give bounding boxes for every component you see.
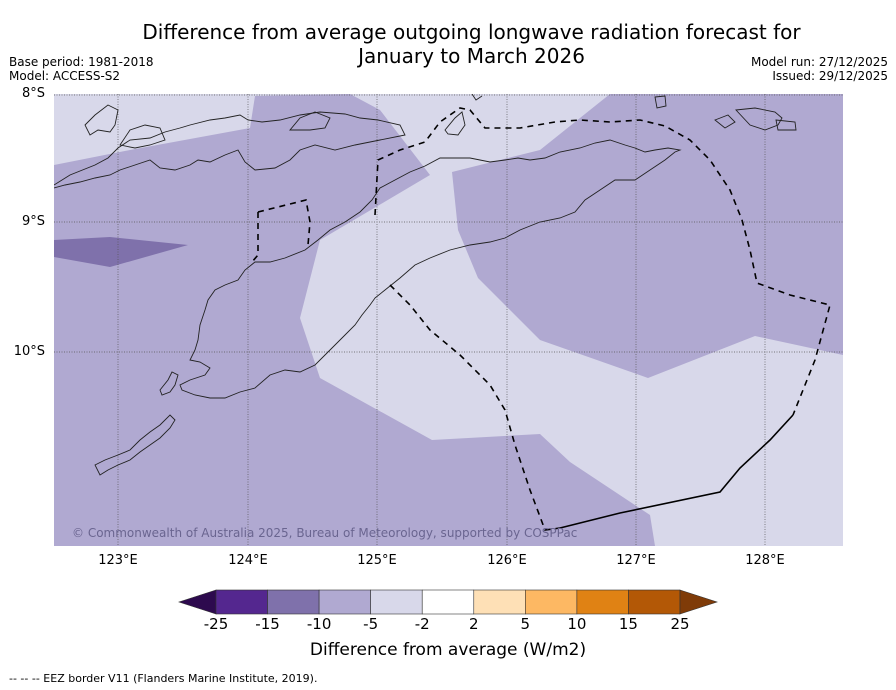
eez-footnote: -- -- -- EEZ border V11 (Flanders Marine… [9,672,318,685]
graticule [54,94,843,546]
lat-label-8s: 8°S [21,86,45,101]
title-line-2: January to March 2026 [358,44,585,68]
colorbar-segment [370,589,423,615]
colorbar-extend-low [178,589,217,615]
coast-alor [289,111,331,131]
lon-label-128e: 128°E [745,553,785,568]
lon-label-125e: 125°E [357,553,397,568]
anomaly-region-strong [54,237,188,267]
eez-border-north [374,107,831,416]
base-period: Base period: 1981-2018 [9,55,154,69]
colorbar-segment [628,589,681,615]
anomaly-region-east [452,94,843,378]
eez-border-south [389,284,561,531]
colorbar-tick-label: 25 [670,615,690,633]
coast-rote-island [94,414,176,476]
colorbar-tick-label: -2 [414,615,430,633]
coast-wetar [471,94,483,101]
issued-date: Issued: 29/12/2025 [772,69,888,83]
colorbar-tick-label: -5 [363,615,379,633]
coast-small-1 [444,111,466,136]
eez-border-west-2 [251,212,259,263]
coast-island-north-2 [119,124,166,149]
lat-label-10s: 10°S [13,344,45,359]
coast-island-north-1 [84,104,119,136]
eez-border-west [257,199,311,246]
colorbar-tick-label: -10 [306,615,332,633]
lon-label-123e: 123°E [98,553,138,568]
chart-title: Difference from average outgoing longwav… [0,20,896,68]
lat-label-9s: 9°S [21,214,45,229]
meta-left: Base period: 1981-2018 Model: ACCESS-S2 [9,55,154,83]
colorbar-segment [525,589,578,615]
colorbar-tick-label: 5 [520,615,531,633]
colorbar-segment [267,589,320,615]
colorbar-segment [318,589,371,615]
coast-island-east-2 [714,114,736,129]
coast-flores-alor [54,111,406,189]
model-name: Model: ACCESS-S2 [9,69,121,83]
lon-label-127e: 127°E [616,553,656,568]
colorbar-extend-high [679,589,718,615]
coastlines [54,94,797,476]
colorbar-segment [473,589,526,615]
colorbar-segment [421,589,475,615]
lon-label-126e: 126°E [487,553,527,568]
colorbar-segment [215,589,268,615]
colorbar-tick-label: -25 [203,615,229,633]
coast-island-east-1 [654,95,667,109]
colorbar [178,589,718,615]
coast-island-east-4 [775,119,797,131]
colorbar-segment [576,589,629,615]
meta-right: Model run: 27/12/2025 Issued: 29/12/2025 [751,55,888,83]
coast-roti [159,371,179,396]
model-run: Model run: 27/12/2025 [750,55,888,69]
coast-island-east-3 [735,107,783,131]
eez-borders [251,107,831,531]
colorbar-label: Difference from average (W/m2) [309,640,587,660]
colorbar-tick-label: 10 [567,615,587,633]
lon-label-124e: 124°E [228,553,268,568]
copyright-notice: © Commonwealth of Australia 2025, Bureau… [72,526,578,540]
coast-timor [179,139,682,399]
colorbar-tick-label: 2 [468,615,479,633]
colorbar-tick-label: -15 [255,615,280,633]
colorbar-tick-label: 15 [618,615,638,633]
title-line-1: Difference from average outgoing longwav… [142,20,801,44]
eez-border-solid [559,414,794,529]
anomaly-region-west [54,94,655,546]
